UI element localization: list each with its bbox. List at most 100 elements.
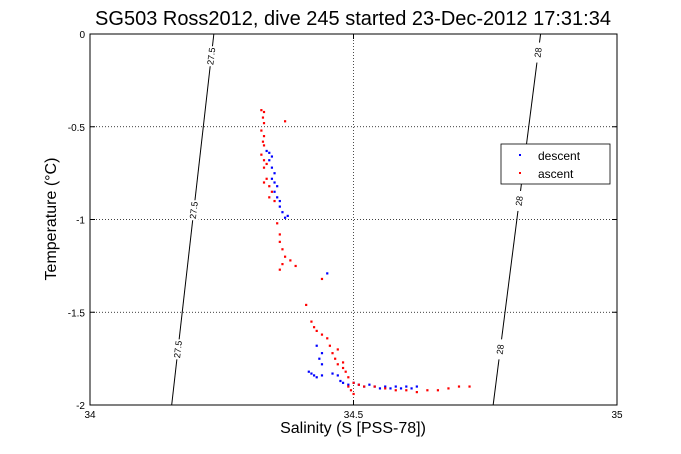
ascent-point (278, 240, 281, 243)
descent-point (273, 172, 276, 175)
ascent-point (294, 264, 297, 268)
ascent-point (261, 140, 265, 143)
ascent-point (276, 222, 279, 225)
ascent-point (283, 120, 287, 123)
ascent-point (262, 166, 266, 169)
descent-point (307, 370, 310, 373)
descent-point (283, 216, 287, 219)
grid-lines (90, 34, 617, 405)
descent-point (368, 383, 371, 386)
ascent-point (320, 333, 324, 336)
isopycnal-label-gap (173, 339, 184, 360)
ascent-point (315, 329, 318, 332)
descent-point (273, 190, 276, 193)
ascent-point (341, 366, 345, 370)
descent-point (315, 376, 318, 379)
ascent-point (260, 153, 263, 156)
ascent-point (328, 344, 331, 347)
x-axis-label: Salinity (S [PSS-78]) (280, 420, 426, 437)
isopycnal-label-gap (514, 190, 525, 211)
descent-point (270, 155, 274, 158)
ascent-point (336, 363, 339, 366)
descent-point (315, 344, 318, 347)
isopycnal-lines: 27.5 27.5 27.5 28 28 28 (171, 33, 544, 406)
descent-point (265, 149, 268, 153)
ascent-point (283, 255, 287, 258)
descent-point (268, 151, 271, 154)
isopycnal-label: 28 (533, 47, 544, 58)
descent-point (278, 199, 281, 203)
y-axis-label: Temperature (°C) (43, 158, 60, 281)
ascent-point (270, 190, 274, 193)
chart-title: SG503 Ross2012, dive 245 started 23-Dec-… (95, 8, 611, 30)
isopycnal-label: 27.5 (205, 47, 217, 66)
descent-point (320, 363, 324, 366)
legend-label-ascent: ascent (538, 167, 574, 181)
isopycnal-label: 28 (495, 344, 506, 355)
ascent-point (305, 303, 308, 307)
descent-point (399, 387, 403, 390)
descent-point (415, 385, 418, 388)
ascent-point (405, 389, 408, 392)
descent-point (336, 374, 339, 377)
ascent-point (260, 109, 263, 112)
ascent-point (357, 383, 360, 386)
ascent-point (341, 361, 345, 364)
ascent-point (273, 199, 276, 203)
ascent-point (394, 389, 397, 392)
descent-point (389, 387, 392, 390)
ascent-point (352, 381, 355, 384)
isopycnal-label-gap (495, 339, 506, 360)
isopycnal-label: 28 (514, 195, 525, 206)
x-tick-label: 34 (84, 410, 96, 421)
ascent-point (262, 135, 266, 138)
legend-marker-ascent (519, 172, 521, 174)
x-tick-label: 34.5 (344, 410, 364, 421)
axis-ticks: 34 34.5 35 0 -0.5 -1 -1.5 -2 (68, 30, 623, 421)
ascent-point (347, 385, 350, 388)
ascent-point (347, 376, 350, 379)
descent-point (410, 387, 413, 390)
descent-point (286, 214, 289, 217)
ascent-point (262, 110, 266, 114)
ascent-point (457, 385, 461, 388)
ascent-point (426, 389, 429, 392)
isopycnal-label-gap (206, 46, 217, 67)
ascent-point (268, 185, 271, 188)
ascent-point (349, 389, 353, 392)
ascent-point (384, 387, 387, 390)
legend-box (500, 143, 611, 185)
descent-point (276, 196, 279, 199)
ascent-point (447, 387, 450, 390)
descent-point (270, 177, 274, 180)
ascent-point (468, 385, 471, 388)
ascent-point (281, 248, 284, 251)
legend-marker-descent (519, 154, 521, 156)
ascent-point (260, 129, 263, 132)
descent-point (378, 387, 382, 390)
descent-point (394, 385, 397, 388)
ascent-point (334, 357, 337, 360)
descent-point (278, 205, 281, 208)
legend: descent ascent (500, 143, 611, 185)
ascent-point (278, 233, 281, 236)
ascent-point (373, 385, 376, 388)
descent-point (281, 211, 284, 214)
ascent-point (415, 391, 418, 394)
descent-point (341, 381, 345, 384)
isopycnal-label-gap (188, 200, 199, 221)
legend-label-descent: descent (538, 149, 581, 163)
ascent-point (262, 122, 266, 125)
x-tick-label: 35 (611, 410, 623, 421)
descent-point (276, 185, 279, 188)
ascent-point (320, 277, 324, 281)
descent-point (268, 159, 271, 162)
ascent-point (331, 352, 334, 355)
ascent-point (289, 259, 292, 262)
isopycnal-label: 27.5 (172, 340, 184, 359)
ascent-point (265, 177, 268, 180)
ascent-point (262, 159, 266, 162)
ascent-point (310, 320, 313, 323)
descent-point (310, 372, 313, 375)
y-tick-label: 0 (79, 30, 85, 41)
